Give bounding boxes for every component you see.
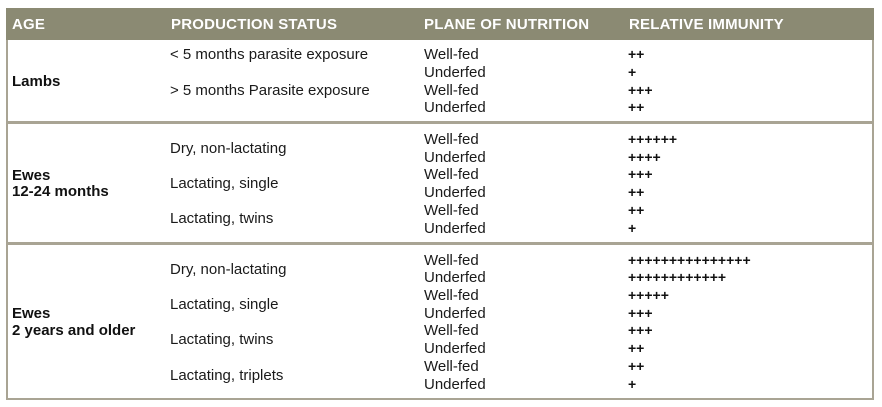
- nutrition-value: Underfed: [424, 64, 486, 81]
- header-production-status: PRODUCTION STATUS: [171, 16, 338, 33]
- nutrition-value: Underfed: [424, 184, 486, 201]
- nutrition-value: Well-fed: [424, 202, 479, 219]
- immunity-value: ++++++++++++: [628, 269, 727, 285]
- nutrition-value: Underfed: [424, 99, 486, 116]
- nutrition-value: Well-fed: [424, 46, 479, 63]
- nutrition-value: Well-fed: [424, 322, 479, 339]
- immunity-value: ++: [628, 184, 645, 200]
- status-label: Lactating, single: [170, 175, 279, 192]
- immunity-value: +++++++++++++++: [628, 252, 751, 268]
- immunity-value: ++: [628, 99, 645, 115]
- status-label: Dry, non-lactating: [170, 140, 287, 157]
- nutrition-value: Underfed: [424, 376, 486, 393]
- age-ewes-older-line2: 2 years and older: [12, 322, 136, 339]
- status-label: < 5 months parasite exposure: [170, 46, 369, 63]
- status-label: Lactating, single: [170, 296, 279, 313]
- table-header: AGE PRODUCTION STATUS PLANE OF NUTRITION…: [6, 8, 874, 40]
- status-label: Lactating, twins: [170, 210, 274, 227]
- nutrition-value: Underfed: [424, 220, 486, 237]
- nutrition-value: Well-fed: [424, 82, 479, 99]
- immunity-value: ++: [628, 46, 645, 62]
- nutrition-value: Underfed: [424, 305, 486, 322]
- immunity-value: +: [628, 220, 637, 236]
- immunity-value: +++++: [628, 287, 669, 303]
- age-lambs: Lambs: [12, 73, 61, 90]
- immunity-value: ++: [628, 358, 645, 374]
- immunity-value: ++++++: [628, 131, 678, 147]
- age-ewes-line1: Ewes: [12, 167, 51, 184]
- header-relative-immunity: RELATIVE IMMUNITY: [629, 16, 784, 33]
- age-ewes-line2: 12-24 months: [12, 183, 109, 200]
- status-label: Lactating, triplets: [170, 367, 284, 384]
- nutrition-value: Well-fed: [424, 252, 479, 269]
- nutrition-value: Well-fed: [424, 166, 479, 183]
- table-frame: [6, 8, 874, 400]
- nutrition-value: Underfed: [424, 149, 486, 166]
- nutrition-value: Well-fed: [424, 287, 479, 304]
- immunity-value: +: [628, 376, 637, 392]
- age-ewes-older-line1: Ewes: [12, 305, 51, 322]
- group-divider: [6, 242, 874, 245]
- immunity-value: ++: [628, 202, 645, 218]
- nutrition-value: Well-fed: [424, 131, 479, 148]
- nutrition-value: Underfed: [424, 269, 486, 286]
- immunity-value: ++: [628, 340, 645, 356]
- header-age: AGE: [12, 16, 46, 33]
- immunity-value: +++: [628, 166, 653, 182]
- status-label: Lactating, twins: [170, 331, 274, 348]
- group-divider: [6, 121, 874, 124]
- nutrition-value: Well-fed: [424, 358, 479, 375]
- header-plane-of-nutrition: PLANE OF NUTRITION: [424, 16, 590, 33]
- immunity-value: +++: [628, 305, 653, 321]
- nutrition-value: Underfed: [424, 340, 486, 357]
- status-label: > 5 months Parasite exposure: [170, 82, 370, 99]
- immunity-value: ++++: [628, 149, 661, 165]
- immunity-value: +++: [628, 82, 653, 98]
- immunity-value: +++: [628, 322, 653, 338]
- status-label: Dry, non-lactating: [170, 261, 287, 278]
- immunity-value: +: [628, 64, 637, 80]
